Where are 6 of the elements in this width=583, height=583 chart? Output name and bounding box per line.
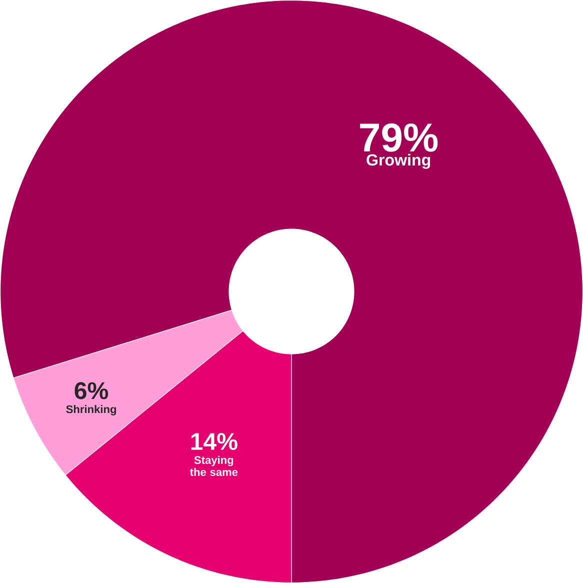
slice-label: Staying the same [190,456,238,476]
data-label: 14% [191,433,238,450]
data-label: 79% [360,123,438,152]
slice-label: Shrinking [66,405,116,416]
slice-label: Growing [366,154,430,169]
data-label: 6% [74,382,108,400]
